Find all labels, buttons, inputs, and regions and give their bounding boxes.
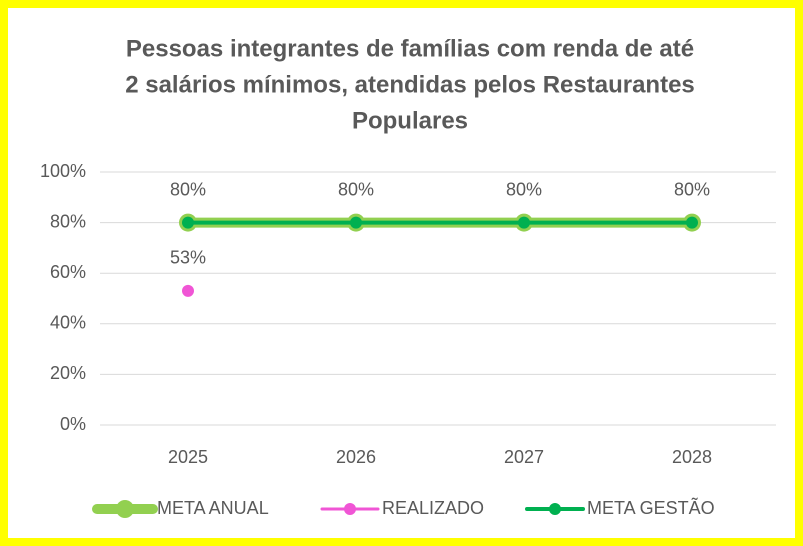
x-tick-label: 2027 [504, 447, 544, 467]
legend-label: REALIZADO [382, 498, 484, 518]
data-point [350, 216, 362, 229]
data-label: 80% [674, 179, 710, 199]
x-tick-label: 2028 [672, 447, 712, 467]
legend-label: META ANUAL [157, 498, 269, 518]
legend-swatch [549, 503, 561, 515]
data-point [518, 216, 530, 229]
y-tick-label: 20% [50, 363, 86, 383]
x-tick-label: 2026 [336, 447, 376, 467]
data-label: 80% [338, 179, 374, 199]
chart-title: Pessoas integrantes de famílias com rend… [126, 35, 694, 62]
y-tick-label: 40% [50, 313, 86, 333]
data-label: 80% [506, 179, 542, 199]
y-tick-label: 60% [50, 262, 86, 282]
data-label: 53% [170, 248, 206, 268]
y-tick-label: 100% [40, 161, 86, 181]
y-tick-label: 0% [60, 414, 86, 434]
legend-swatch [344, 503, 356, 515]
y-tick-label: 80% [50, 211, 86, 231]
chart-title: Populares [352, 107, 468, 134]
data-label: 80% [170, 179, 206, 199]
legend-swatch [116, 500, 134, 518]
x-tick-label: 2025 [168, 447, 208, 467]
chart-title: 2 salários mínimos, atendidas pelos Rest… [125, 71, 695, 98]
legend-label: META GESTÃO [587, 497, 715, 518]
data-point [182, 284, 194, 297]
data-point [182, 216, 194, 229]
data-point [686, 216, 698, 229]
